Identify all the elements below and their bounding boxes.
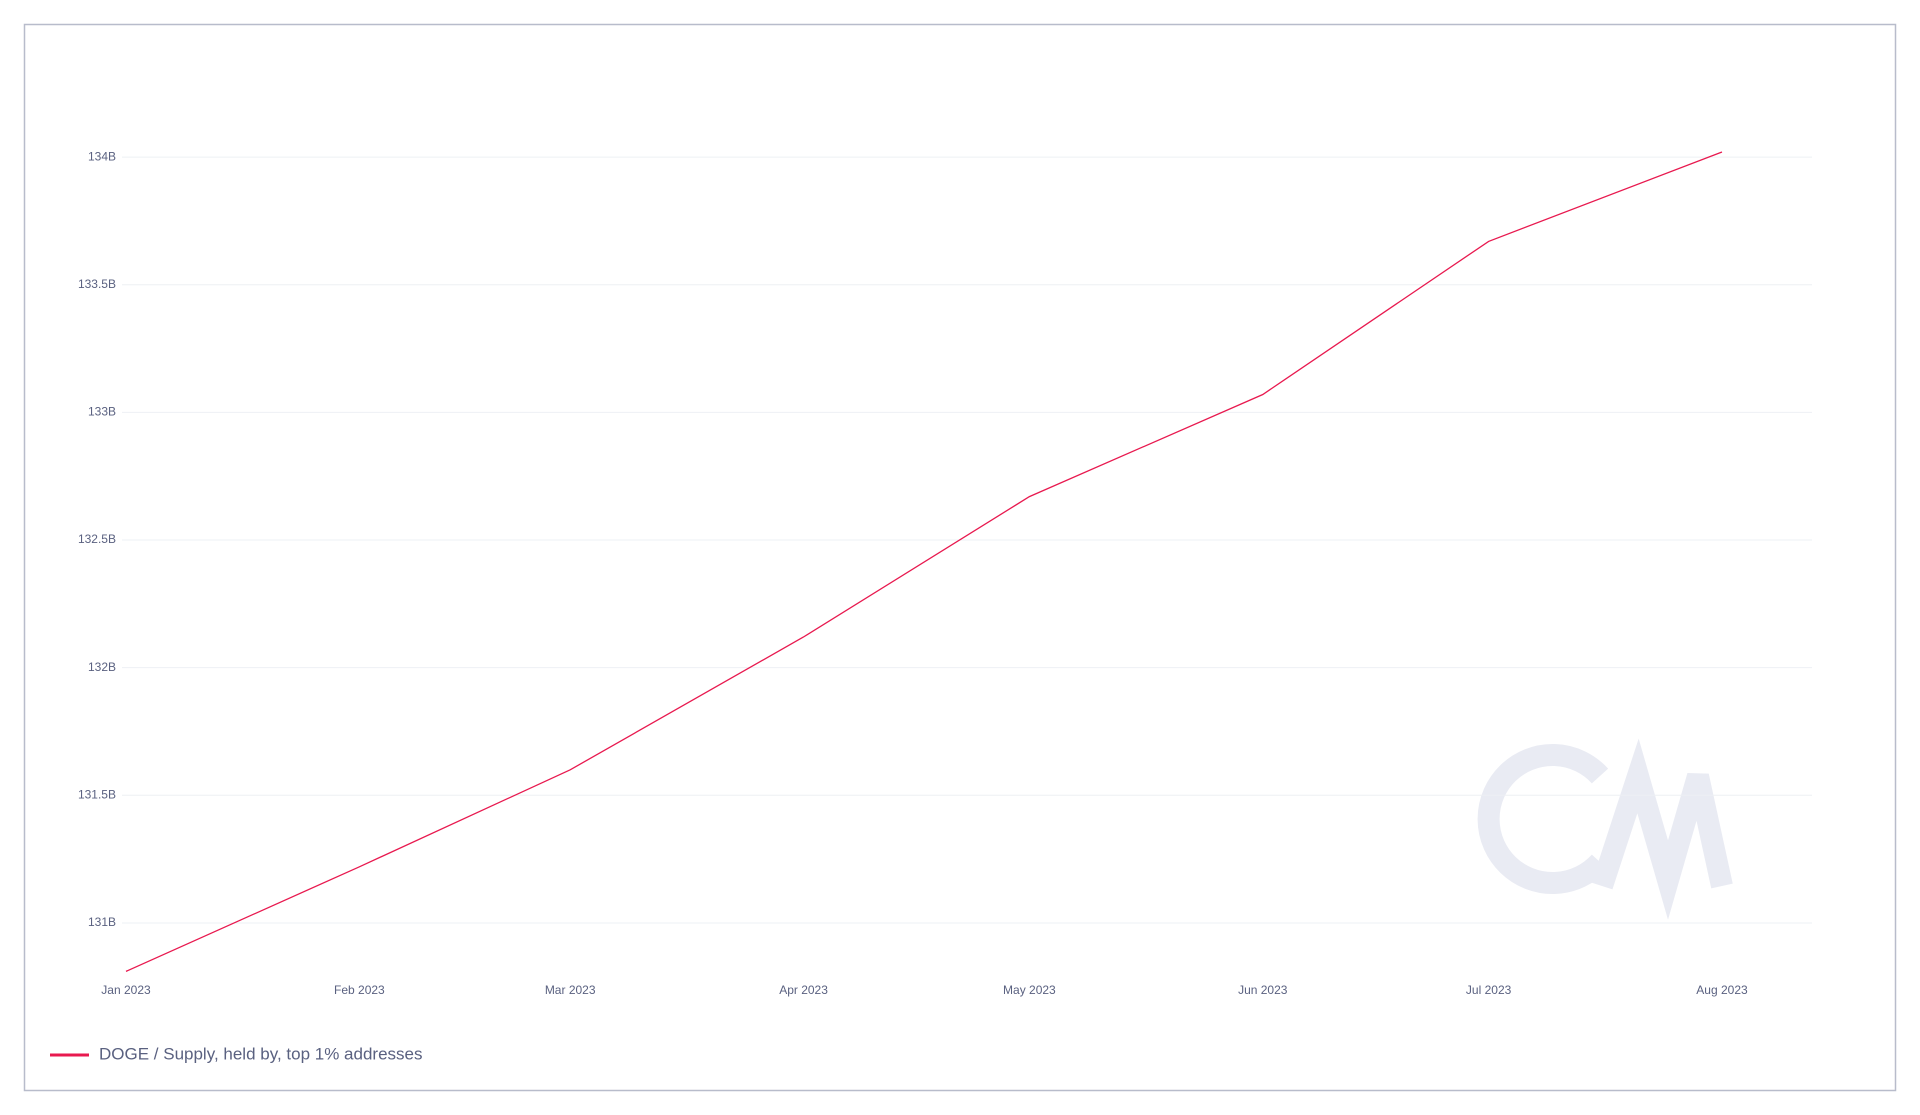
x-tick-label: Jul 2023 (1466, 983, 1512, 997)
y-tick-label: 134B (88, 149, 116, 163)
x-tick-label: Mar 2023 (545, 983, 596, 997)
x-tick-label: Jun 2023 (1238, 983, 1288, 997)
grid: 131B 131.5B 132B 132.5B 133B 133.5B 134B Jan 20… (78, 149, 1812, 997)
x-tick-label: Aug 2023 (1696, 983, 1748, 997)
y-tick-label: 132.5B (78, 532, 116, 546)
x-tick-label: May 2023 (1003, 983, 1056, 997)
y-tick-label: 133B (88, 405, 116, 419)
data-line (125, 151, 1723, 972)
watermark (1477, 738, 1733, 920)
y-tick-label: 131.5B (78, 787, 116, 801)
y-tick-label: 132B (88, 660, 116, 674)
x-tick-label: Apr 2023 (779, 983, 828, 997)
y-tick-label: 131B (88, 915, 116, 929)
y-tick-label: 133.5B (78, 277, 116, 291)
legend-label: DOGE / Supply, held by, top 1% addresses (99, 1044, 422, 1063)
watermark-c (1477, 744, 1609, 894)
chart-frame (23, 23, 1897, 1092)
watermark-m (1591, 738, 1733, 920)
x-tick-label: Jan 2023 (101, 983, 151, 997)
plot (125, 151, 1723, 972)
x-tick-label: Feb 2023 (334, 983, 385, 997)
legend: DOGE / Supply, held by, top 1% addresses (50, 1044, 422, 1063)
